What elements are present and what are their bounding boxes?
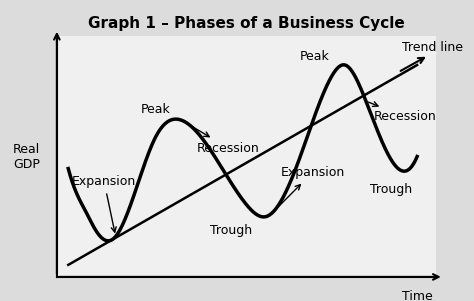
Text: Recession: Recession (192, 126, 260, 155)
Text: Recession: Recession (368, 102, 436, 123)
Text: Expansion: Expansion (72, 175, 137, 232)
Text: Real
GDP: Real GDP (13, 142, 40, 171)
Text: Trend line: Trend line (402, 41, 463, 54)
Text: Expansion: Expansion (275, 166, 345, 210)
Text: Trough: Trough (210, 224, 252, 237)
Text: Time: Time (402, 290, 432, 301)
Text: Peak: Peak (140, 103, 170, 116)
Title: Graph 1 – Phases of a Business Cycle: Graph 1 – Phases of a Business Cycle (88, 16, 405, 31)
Text: Trough: Trough (370, 183, 411, 196)
Text: Peak: Peak (300, 50, 329, 63)
